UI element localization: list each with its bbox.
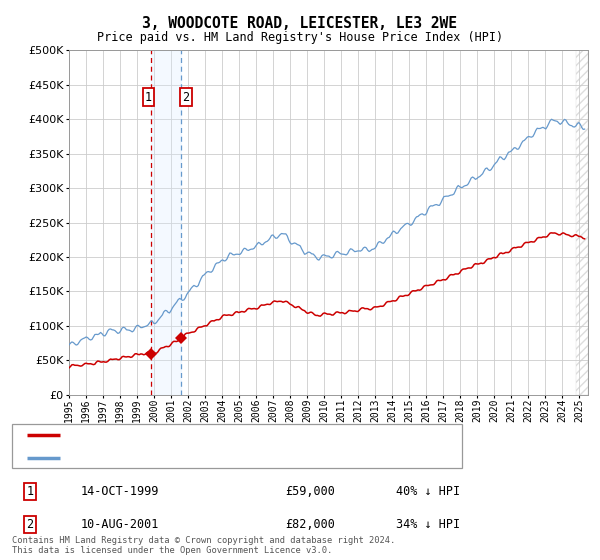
Text: 3, WOODCOTE ROAD, LEICESTER, LE3 2WE (detached house): 3, WOODCOTE ROAD, LEICESTER, LE3 2WE (de… xyxy=(69,430,400,440)
Text: 3, WOODCOTE ROAD, LEICESTER, LE3 2WE: 3, WOODCOTE ROAD, LEICESTER, LE3 2WE xyxy=(143,16,458,31)
Text: £59,000: £59,000 xyxy=(285,486,335,498)
FancyBboxPatch shape xyxy=(12,424,462,468)
Text: Contains HM Land Registry data © Crown copyright and database right 2024.
This d: Contains HM Land Registry data © Crown c… xyxy=(12,536,395,555)
Text: 1: 1 xyxy=(26,486,34,498)
Text: HPI: Average price, detached house, Blaby: HPI: Average price, detached house, Blab… xyxy=(69,452,325,463)
Text: £82,000: £82,000 xyxy=(285,518,335,531)
Text: 14-OCT-1999: 14-OCT-1999 xyxy=(81,486,160,498)
Text: 2: 2 xyxy=(182,91,189,104)
Bar xyxy=(151,50,181,395)
Text: Price paid vs. HM Land Registry's House Price Index (HPI): Price paid vs. HM Land Registry's House … xyxy=(97,31,503,44)
Text: 40% ↓ HPI: 40% ↓ HPI xyxy=(396,486,460,498)
Text: 1: 1 xyxy=(145,91,152,104)
Text: 2: 2 xyxy=(26,518,34,531)
Text: 10-AUG-2001: 10-AUG-2001 xyxy=(81,518,160,531)
Text: 34% ↓ HPI: 34% ↓ HPI xyxy=(396,518,460,531)
